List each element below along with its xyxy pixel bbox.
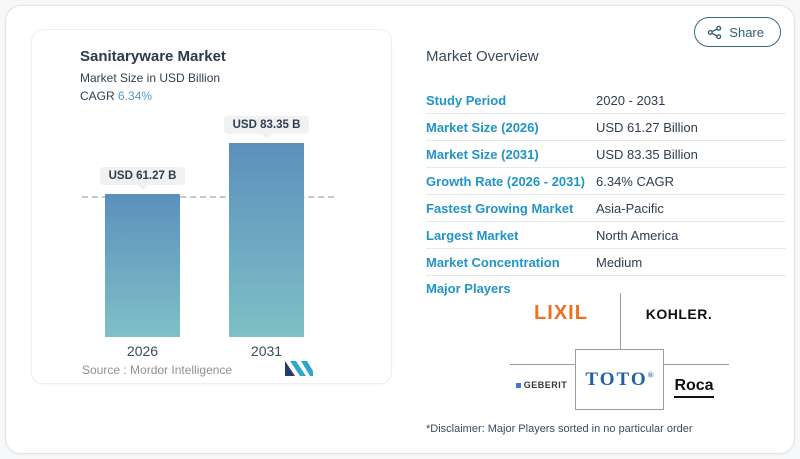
bar-value-label: USD 83.35 B (232, 119, 301, 131)
major-players-diagram: LIXIL KOHLER. GEBERIT TOTO® Roca (426, 284, 786, 419)
cagr-label: CAGR (80, 89, 119, 103)
overview-title: Market Overview (426, 48, 539, 65)
x-tick-2026: 2026 (126, 343, 159, 359)
row-value: Asia-Pacific (596, 200, 664, 216)
bar-tooltip-2031: USD 83.35 B (223, 116, 310, 139)
registered-mark: ® (647, 370, 654, 380)
row-value: 6.34% CAGR (596, 173, 675, 189)
row-label: Fastest Growing Market (426, 200, 574, 216)
table-row: Study Period 2020 - 2031 (426, 87, 786, 114)
table-row: Largest Market North America (426, 222, 786, 249)
row-label: Market Size (2026) (426, 119, 539, 135)
share-button[interactable]: Share (694, 17, 781, 47)
connector-line (664, 364, 729, 365)
share-icon (708, 25, 722, 39)
chart-title: Sanitaryware Market (80, 48, 226, 65)
market-chart-panel: Sanitaryware Market Market Size in USD B… (31, 29, 392, 384)
bar-group-2026: USD 61.27 B (99, 167, 186, 337)
geberit-logo-mark (515, 382, 521, 388)
row-label: Market Size (2031) (426, 146, 539, 162)
row-label: Market Concentration (426, 254, 560, 270)
cagr-value: 6.34% (118, 89, 153, 103)
table-row: Market Size (2031) USD 83.35 Billion (426, 141, 786, 168)
disclaimer-text: *Disclaimer: Major Players sorted in no … (426, 423, 693, 435)
row-value: Medium (596, 254, 643, 270)
row-value: USD 61.27 Billion (596, 119, 698, 135)
row-label: Growth Rate (2026 - 2031) (426, 173, 585, 189)
chart-cagr-line: CAGR 6.34% (80, 89, 152, 103)
reference-dashed-line (82, 196, 334, 198)
connector-line (510, 364, 575, 365)
report-card: Share Sanitaryware Market Market Size in… (5, 5, 795, 454)
table-row: Growth Rate (2026 - 2031) 6.34% CAGR (426, 168, 786, 195)
row-value: North America (596, 227, 679, 243)
source-attribution: Source : Mordor Intelligence (82, 363, 232, 377)
mordor-intelligence-logo-icon (285, 361, 313, 376)
row-value: USD 83.35 Billion (596, 146, 698, 162)
kohler-logo: KOHLER. (645, 306, 713, 322)
geberit-logo-text: GEBERIT (523, 380, 568, 390)
source-value: Mordor Intelligence (130, 363, 233, 377)
table-row: Fastest Growing Market Asia-Pacific (426, 195, 786, 222)
chart-subtitle: Market Size in USD Billion (80, 71, 221, 85)
row-value: 2020 - 2031 (596, 92, 666, 108)
row-label: Study Period (426, 92, 507, 108)
major-players-label: Major Players (426, 281, 511, 296)
bar-2026[interactable] (105, 194, 180, 337)
bar-2031[interactable] (229, 143, 304, 337)
lixil-logo: LIXIL (534, 302, 588, 324)
bar-tooltip-2026: USD 61.27 B (99, 167, 186, 190)
roca-logo: Roca (654, 377, 734, 398)
toto-logo: TOTO® (585, 368, 654, 390)
source-label: Source : (82, 363, 131, 377)
bar-group-2031: USD 83.35 B (223, 116, 310, 337)
share-label: Share (729, 24, 764, 40)
table-row: Market Size (2026) USD 61.27 Billion (426, 114, 786, 141)
row-label: Largest Market (426, 227, 519, 243)
x-tick-2031: 2031 (250, 343, 283, 359)
connector-line (620, 293, 621, 349)
overview-table: Study Period 2020 - 2031 Market Size (20… (426, 87, 786, 276)
toto-logo-box: TOTO® (575, 349, 664, 410)
geberit-logo: GEBERIT (494, 380, 589, 390)
bar-value-label: USD 61.27 B (108, 170, 177, 182)
table-row: Market Concentration Medium (426, 249, 786, 276)
